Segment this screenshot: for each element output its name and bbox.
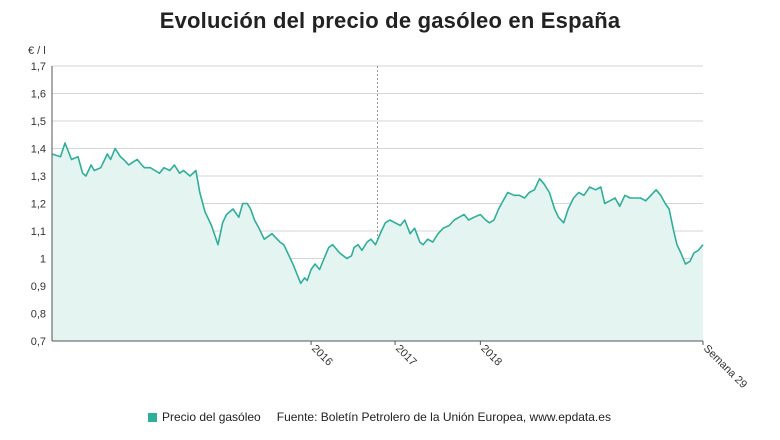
y-tick-label: 0,8: [31, 309, 46, 321]
chart-title: Evolución del precio de gasóleo en Españ…: [159, 8, 621, 33]
legend-swatch: [148, 412, 157, 422]
y-axis-unit-label: € / l: [28, 45, 46, 57]
y-tick-label: 1,7: [31, 61, 46, 73]
y-tick-label: 1,5: [31, 116, 46, 128]
legend-label: Precio del gasóleo: [162, 410, 261, 424]
y-tick-label: 1,4: [31, 144, 46, 156]
axes: [51, 66, 704, 345]
y-tick-label: 1,1: [31, 226, 46, 238]
y-tick-label: 1,3: [31, 171, 46, 183]
y-tick-labels: 0,7 0,8 0,9 1 1,1 1,2 1,3 1,4 1,5 1,6 1,7: [31, 61, 46, 348]
x-tick-labels: 2016 2017 2018 Semana 29: [309, 343, 749, 391]
source-note: Fuente: Boletín Petrolero de la Unión Eu…: [276, 410, 611, 424]
y-tick-label: 0,7: [31, 336, 46, 348]
y-tick-label: 1: [40, 254, 46, 266]
y-tick-label: 0,9: [31, 281, 46, 293]
x-tick-label: 2016: [309, 343, 335, 369]
x-tick-label: Semana 29: [701, 343, 749, 391]
y-tick-label: 1,6: [31, 89, 46, 101]
x-tick-label: 2017: [393, 343, 419, 369]
chart-footer: Precio del gasóleo Fuente: Boletín Petro…: [148, 410, 611, 424]
x-tick-label: 2018: [478, 343, 504, 369]
price-series-line: [51, 142, 704, 285]
y-tick-label: 1,2: [31, 199, 46, 211]
